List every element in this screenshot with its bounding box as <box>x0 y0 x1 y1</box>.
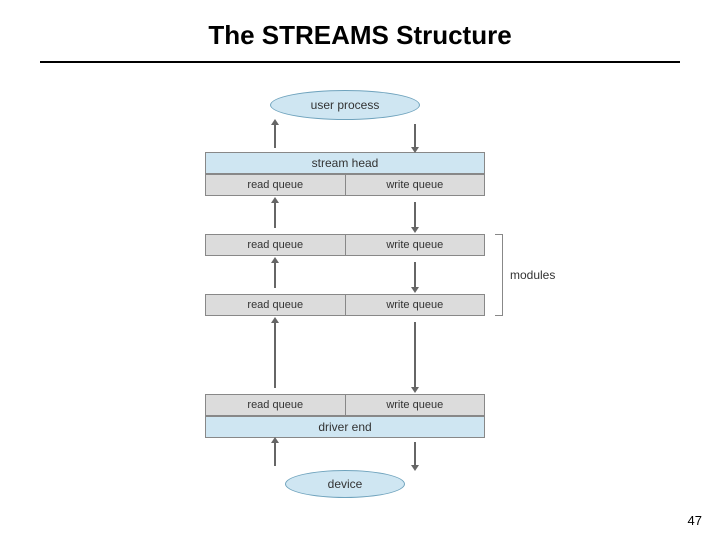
stream-head-bar: stream head <box>205 152 485 174</box>
read-queue-cell: read queue <box>205 394 346 416</box>
slide-title: The STREAMS Structure <box>0 0 720 51</box>
queue-row: read queuewrite queue <box>205 394 485 416</box>
streams-diagram: user processdevicestream headdriver endr… <box>175 90 535 510</box>
arrow-up <box>274 442 276 466</box>
device-node: device <box>285 470 405 498</box>
user-process-node: user process <box>270 90 420 120</box>
title-rule <box>40 61 680 63</box>
arrow-up <box>274 262 276 288</box>
driver-end-bar: driver end <box>205 416 485 438</box>
slide: The STREAMS Structure user process device… <box>0 0 720 540</box>
read-queue-cell: read queue <box>205 174 346 196</box>
arrow-down <box>414 442 416 466</box>
arrow-up <box>274 124 276 148</box>
arrow-down <box>414 322 416 388</box>
write-queue-cell: write queue <box>346 394 486 416</box>
read-queue-cell: read queue <box>205 294 346 316</box>
queue-row: read queuewrite queue <box>205 174 485 196</box>
page-number: 47 <box>688 513 702 528</box>
read-queue-cell: read queue <box>205 234 346 256</box>
modules-label: modules <box>510 268 555 282</box>
write-queue-cell: write queue <box>346 234 486 256</box>
write-queue-cell: write queue <box>346 294 486 316</box>
modules-bracket <box>495 234 503 316</box>
arrow-down <box>414 262 416 288</box>
arrow-up <box>274 322 276 388</box>
arrow-down <box>414 202 416 228</box>
arrow-down <box>414 124 416 148</box>
queue-row: read queuewrite queue <box>205 294 485 316</box>
queue-row: read queuewrite queue <box>205 234 485 256</box>
write-queue-cell: write queue <box>346 174 486 196</box>
arrow-up <box>274 202 276 228</box>
